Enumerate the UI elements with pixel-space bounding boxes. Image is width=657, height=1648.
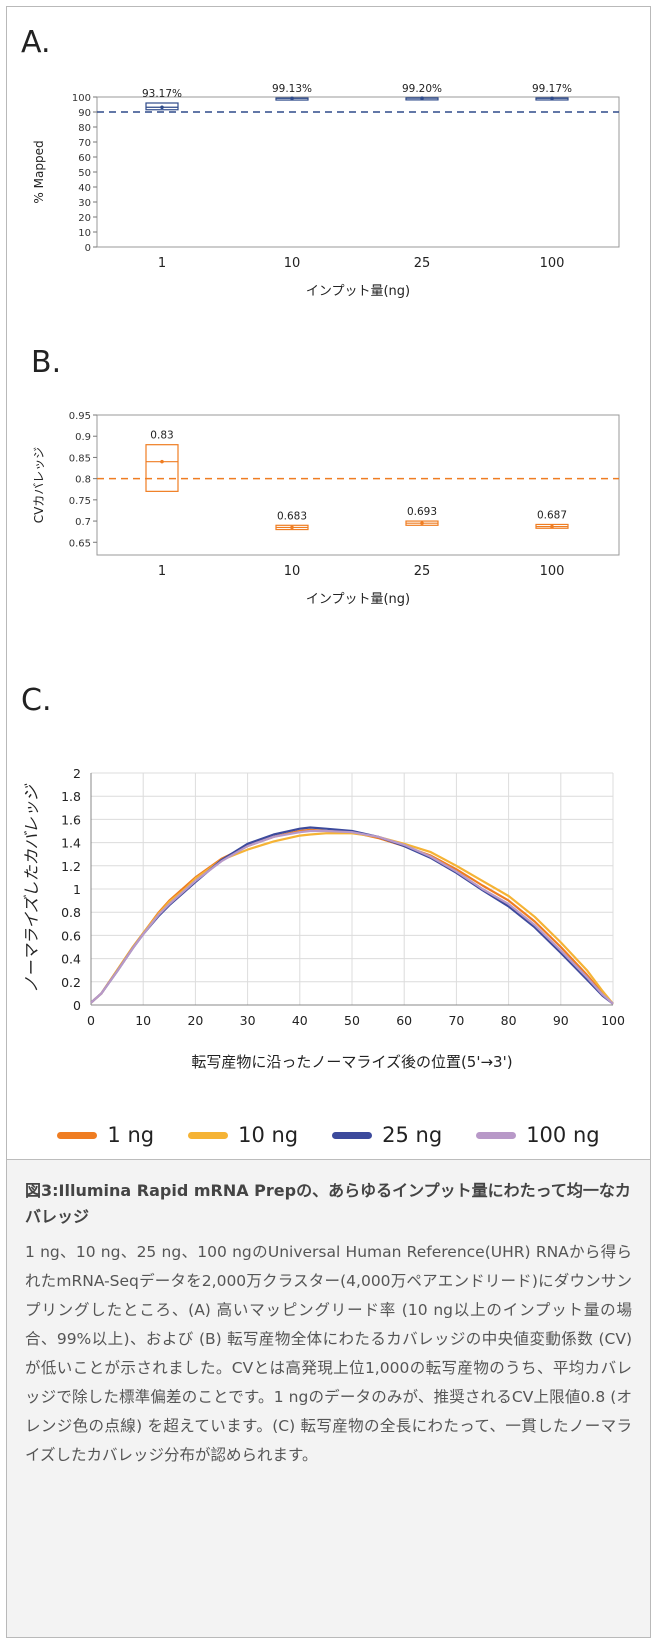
chart-c-series-line-3 bbox=[90, 829, 614, 1005]
chart-b-mean-marker bbox=[290, 525, 294, 530]
chart-c-ytick-label: 0.8 bbox=[61, 905, 81, 920]
panel-c-label: C. bbox=[21, 683, 52, 718]
chart-c-ytick-label: 1 bbox=[73, 882, 81, 897]
chart-b-mean-marker bbox=[550, 524, 554, 529]
chart-a-data-label: 93.17% bbox=[142, 88, 182, 100]
chart-b-xtick-label: 25 bbox=[414, 564, 431, 579]
chart-b-xtick-label: 10 bbox=[284, 564, 301, 579]
legend-swatch-1ng bbox=[57, 1131, 98, 1139]
chart-c-xtick-label: 60 bbox=[396, 1013, 412, 1028]
chart-a-y-axis-title: % Mapped bbox=[32, 140, 46, 203]
chart-c-normalized-coverage: 00.20.40.60.811.21.41.61.820 10 20 30 40 50 60… bbox=[22, 766, 625, 1071]
chart-b-y-axis-title: CVカバレッジ bbox=[32, 447, 46, 524]
legend-item-1ng: 1 ng bbox=[57, 1123, 154, 1147]
chart-b-ytick-label: 0.7 bbox=[75, 517, 91, 528]
chart-b-mean-marker bbox=[420, 521, 424, 525]
chart-b-xtick-label: 1 bbox=[158, 564, 166, 579]
chart-a-xtick-label: 10 bbox=[284, 256, 301, 271]
chart-a-mean-marker bbox=[160, 105, 164, 110]
chart-c-ytick-label: 0.6 bbox=[61, 928, 81, 943]
chart-b-box bbox=[145, 444, 179, 492]
chart-a-mean-marker bbox=[550, 96, 554, 101]
legend-swatch-10ng bbox=[188, 1131, 229, 1139]
chart-c-xtick-label: 0 bbox=[87, 1013, 95, 1028]
legend-label-100ng: 100 ng bbox=[526, 1123, 600, 1147]
legend-label-1ng: 1 ng bbox=[107, 1123, 155, 1147]
chart-c-x-axis-title: 転写産物に沿ったノーマライズ後の位置(5'→3') bbox=[191, 1053, 512, 1071]
chart-c-ytick-label: 0.4 bbox=[61, 952, 81, 967]
chart-area: A. B. C. 0 10 20 30 40 50 60 70 80 90 100 1 10 25 100 イ… bbox=[7, 7, 652, 1159]
legend-swatch-100ng bbox=[476, 1131, 517, 1139]
chart-b-ytick-label: 0.95 bbox=[69, 411, 91, 422]
chart-b-ytick-label: 0.9 bbox=[75, 432, 91, 443]
chart-a-ytick-label: 100 bbox=[72, 93, 91, 104]
chart-a-ytick-label: 20 bbox=[78, 213, 91, 224]
chart-a-plot-frame bbox=[96, 96, 620, 248]
chart-c-ytick-label: 0.2 bbox=[61, 975, 81, 990]
chart-a-ytick-label: 0 bbox=[85, 243, 91, 254]
chart-b-cv-coverage: 0.65 0.7 0.75 0.8 0.85 0.9 0.95 1 10 25 100 インプット量(… bbox=[32, 411, 620, 607]
chart-b-xtick-label: 100 bbox=[540, 564, 565, 579]
chart-c-xtick-label: 100 bbox=[601, 1013, 625, 1028]
chart-c-xtick-label: 50 bbox=[344, 1013, 360, 1028]
chart-a-xtick-label: 25 bbox=[414, 256, 431, 271]
chart-b-data-label: 0.683 bbox=[277, 510, 307, 522]
chart-b-plot-frame bbox=[96, 414, 620, 556]
chart-a-x-axis-title: インプット量(ng) bbox=[306, 284, 410, 299]
chart-a-data-label: 99.20% bbox=[402, 83, 442, 95]
chart-b-x-axis-title: インプット量(ng) bbox=[306, 592, 410, 607]
chart-b-ytick-label: 0.85 bbox=[69, 453, 91, 464]
chart-a-ytick-label: 90 bbox=[78, 108, 91, 119]
panel-a-label: A. bbox=[21, 25, 51, 60]
caption-body: 1 ng、10 ng、25 ng、100 ngのUniversal Human … bbox=[25, 1243, 632, 1464]
legend-item-10ng: 10 ng bbox=[188, 1123, 298, 1147]
figure-frame: A. B. C. 0 10 20 30 40 50 60 70 80 90 100 1 10 25 100 イ… bbox=[6, 6, 651, 1638]
chart-a-data-label: 99.13% bbox=[272, 83, 312, 95]
chart-c-y-axis-title: ノーマライズしたカバレッジ bbox=[22, 783, 41, 993]
chart-a-mean-marker bbox=[420, 96, 424, 100]
chart-a-data-label: 99.17% bbox=[532, 83, 572, 95]
chart-c-xtick-label: 40 bbox=[292, 1013, 308, 1028]
chart-a-ytick-label: 40 bbox=[78, 183, 91, 194]
chart-c-xtick-label: 30 bbox=[240, 1013, 256, 1028]
chart-c-ytick-label: 1.4 bbox=[61, 836, 81, 851]
chart-a-mean-marker bbox=[290, 96, 294, 101]
chart-b-mean-marker bbox=[160, 459, 164, 464]
caption-title: 図3:Illumina Rapid mRNA Prepの、あらゆるインプット量に… bbox=[25, 1181, 631, 1226]
chart-c-xtick-label: 80 bbox=[501, 1013, 517, 1028]
legend-item-25ng: 25 ng bbox=[332, 1123, 442, 1147]
chart-c-ytick-label: 1.2 bbox=[61, 859, 81, 874]
chart-b-ytick-label: 0.65 bbox=[69, 538, 91, 549]
chart-c-legend: 1 ng 10 ng 25 ng 100 ng bbox=[7, 1119, 650, 1151]
chart-a-ytick-label: 80 bbox=[78, 123, 91, 134]
chart-a-xtick-label: 1 bbox=[158, 256, 166, 271]
chart-c-ytick-label: 0 bbox=[73, 998, 81, 1013]
legend-swatch-25ng bbox=[332, 1131, 373, 1139]
panel-b-label: B. bbox=[31, 345, 62, 380]
chart-c-ytick-label: 2 bbox=[73, 766, 81, 781]
chart-a-ytick-label: 10 bbox=[78, 228, 91, 239]
chart-c-xtick-label: 70 bbox=[448, 1013, 464, 1028]
chart-c-xtick-label: 90 bbox=[553, 1013, 569, 1028]
figure-caption: 図3:Illumina Rapid mRNA Prepの、あらゆるインプット量に… bbox=[7, 1159, 650, 1637]
legend-item-100ng: 100 ng bbox=[476, 1123, 600, 1147]
chart-b-data-label: 0.687 bbox=[537, 509, 567, 521]
chart-b-data-label: 0.83 bbox=[150, 430, 173, 442]
chart-c-ytick-label: 1.8 bbox=[61, 789, 81, 804]
chart-b-ytick-label: 0.75 bbox=[69, 496, 91, 507]
legend-label-10ng: 10 ng bbox=[238, 1123, 299, 1147]
chart-a-ytick-label: 70 bbox=[78, 138, 91, 149]
chart-a-ytick-label: 50 bbox=[78, 168, 91, 179]
chart-c-xtick-label: 10 bbox=[135, 1013, 151, 1028]
chart-a-ytick-label: 60 bbox=[78, 153, 91, 164]
chart-c-xtick-label: 20 bbox=[187, 1013, 203, 1028]
chart-b-data-label: 0.693 bbox=[407, 506, 437, 518]
chart-b-ytick-label: 0.8 bbox=[75, 475, 91, 486]
chart-a-box bbox=[145, 102, 179, 111]
chart-a-xtick-label: 100 bbox=[540, 256, 565, 271]
legend-label-25ng: 25 ng bbox=[382, 1123, 443, 1147]
chart-c-ytick-label: 1.6 bbox=[61, 812, 81, 827]
chart-a-ytick-label: 30 bbox=[78, 198, 91, 209]
